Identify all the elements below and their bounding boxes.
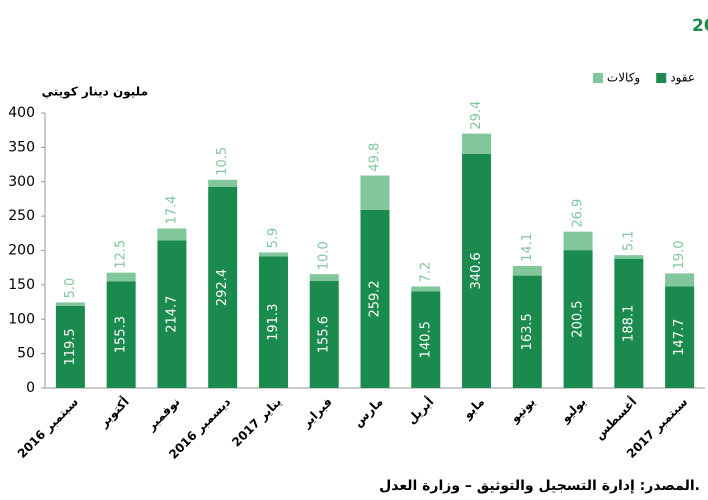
x-tick-label: أبريل (404, 394, 437, 427)
y-tick-label: 350 (8, 139, 35, 155)
value-label: 191.3 (266, 304, 281, 341)
value-label: 7.2 (418, 262, 433, 283)
value-label: 10.0 (317, 241, 332, 270)
bar-segment (512, 275, 542, 388)
legend-swatch (656, 73, 667, 83)
x-tick-label: أغسطس (591, 394, 639, 442)
y-tick-label: 100 (8, 311, 35, 327)
legend-label: وكالات (607, 71, 640, 86)
value-label: 119.5 (63, 328, 78, 365)
x-tick-label: فبراير (299, 395, 335, 431)
value-label: 340.6 (469, 252, 484, 289)
value-label: 19.0 (672, 240, 687, 269)
y-tick-label: 150 (8, 277, 35, 293)
value-label: 26.9 (571, 199, 586, 228)
bar-segment (208, 179, 238, 187)
bar-segment (411, 291, 441, 388)
bar-segment (614, 255, 644, 259)
x-tick-label: سبتمبر 2016 (15, 395, 81, 461)
value-label: 5.0 (63, 278, 78, 299)
bar-segment (309, 281, 339, 388)
bar-segment (309, 274, 339, 282)
value-label: 5.9 (266, 228, 281, 249)
bar-segment (55, 302, 85, 306)
bar-segment (360, 175, 390, 210)
x-tick-label: يناير 2017 (229, 395, 284, 450)
y-tick-label: 50 (17, 346, 35, 362)
bar-segment (665, 273, 695, 287)
value-label: 200.5 (571, 300, 586, 337)
x-tick-label: أكتوبر (95, 394, 132, 431)
value-label: 12.5 (114, 240, 129, 269)
chart-title: تطور قيمة إجمالي التداولات العقارية بداي… (692, 16, 708, 36)
x-tick-label: يوليو (558, 395, 590, 427)
bar-segment (563, 250, 593, 388)
x-tick-label: نوفمبر (143, 395, 183, 435)
bar-segment (411, 286, 441, 292)
value-label: 17.4 (164, 195, 179, 224)
value-label: 188.1 (621, 305, 636, 342)
x-tick-label: مارس (351, 395, 386, 430)
y-axis-label: مليون دينار كويتي (42, 85, 148, 100)
bar-segment (258, 252, 288, 257)
bar-segment (258, 256, 288, 388)
y-tick-label: 300 (8, 174, 35, 190)
bar-segment (462, 133, 492, 154)
value-label: 49.8 (368, 143, 383, 172)
value-label: 155.3 (114, 316, 129, 353)
value-label: 163.5 (520, 313, 535, 350)
value-label: 10.5 (215, 147, 230, 176)
y-tick-label: 200 (8, 243, 35, 259)
bar-segment (157, 228, 187, 241)
bar-segment (462, 153, 492, 388)
legend-swatch (592, 73, 603, 83)
value-label: 5.1 (621, 230, 636, 251)
bar-segment (55, 305, 85, 388)
y-tick-label: 400 (8, 105, 35, 121)
bar-segment (563, 231, 593, 251)
bar-segment (512, 265, 542, 276)
x-tick-label: يونيو (507, 395, 539, 427)
bar-segment (106, 281, 136, 388)
value-label: 29.4 (469, 101, 484, 130)
bar-segment (614, 258, 644, 388)
source-note: المصدر: إدارة التسجيل والتوثيق – وزارة ا… (379, 478, 700, 494)
x-tick-label: مايو (460, 395, 488, 423)
bar-segment (157, 240, 187, 388)
value-label: 155.6 (317, 316, 332, 353)
bar-segment (665, 286, 695, 388)
y-tick-label: 250 (8, 208, 35, 224)
bar-segment (360, 209, 390, 388)
value-label: 292.4 (215, 269, 230, 306)
value-label: 14.1 (520, 233, 535, 262)
value-label: 147.7 (672, 319, 687, 356)
bar-segment (106, 272, 136, 282)
y-tick-label: 0 (26, 380, 35, 396)
bar-segment (208, 186, 238, 388)
value-label: 140.5 (418, 321, 433, 358)
value-label: 259.2 (368, 280, 383, 317)
legend-label: عقود (670, 71, 695, 86)
value-label: 214.7 (164, 296, 179, 333)
